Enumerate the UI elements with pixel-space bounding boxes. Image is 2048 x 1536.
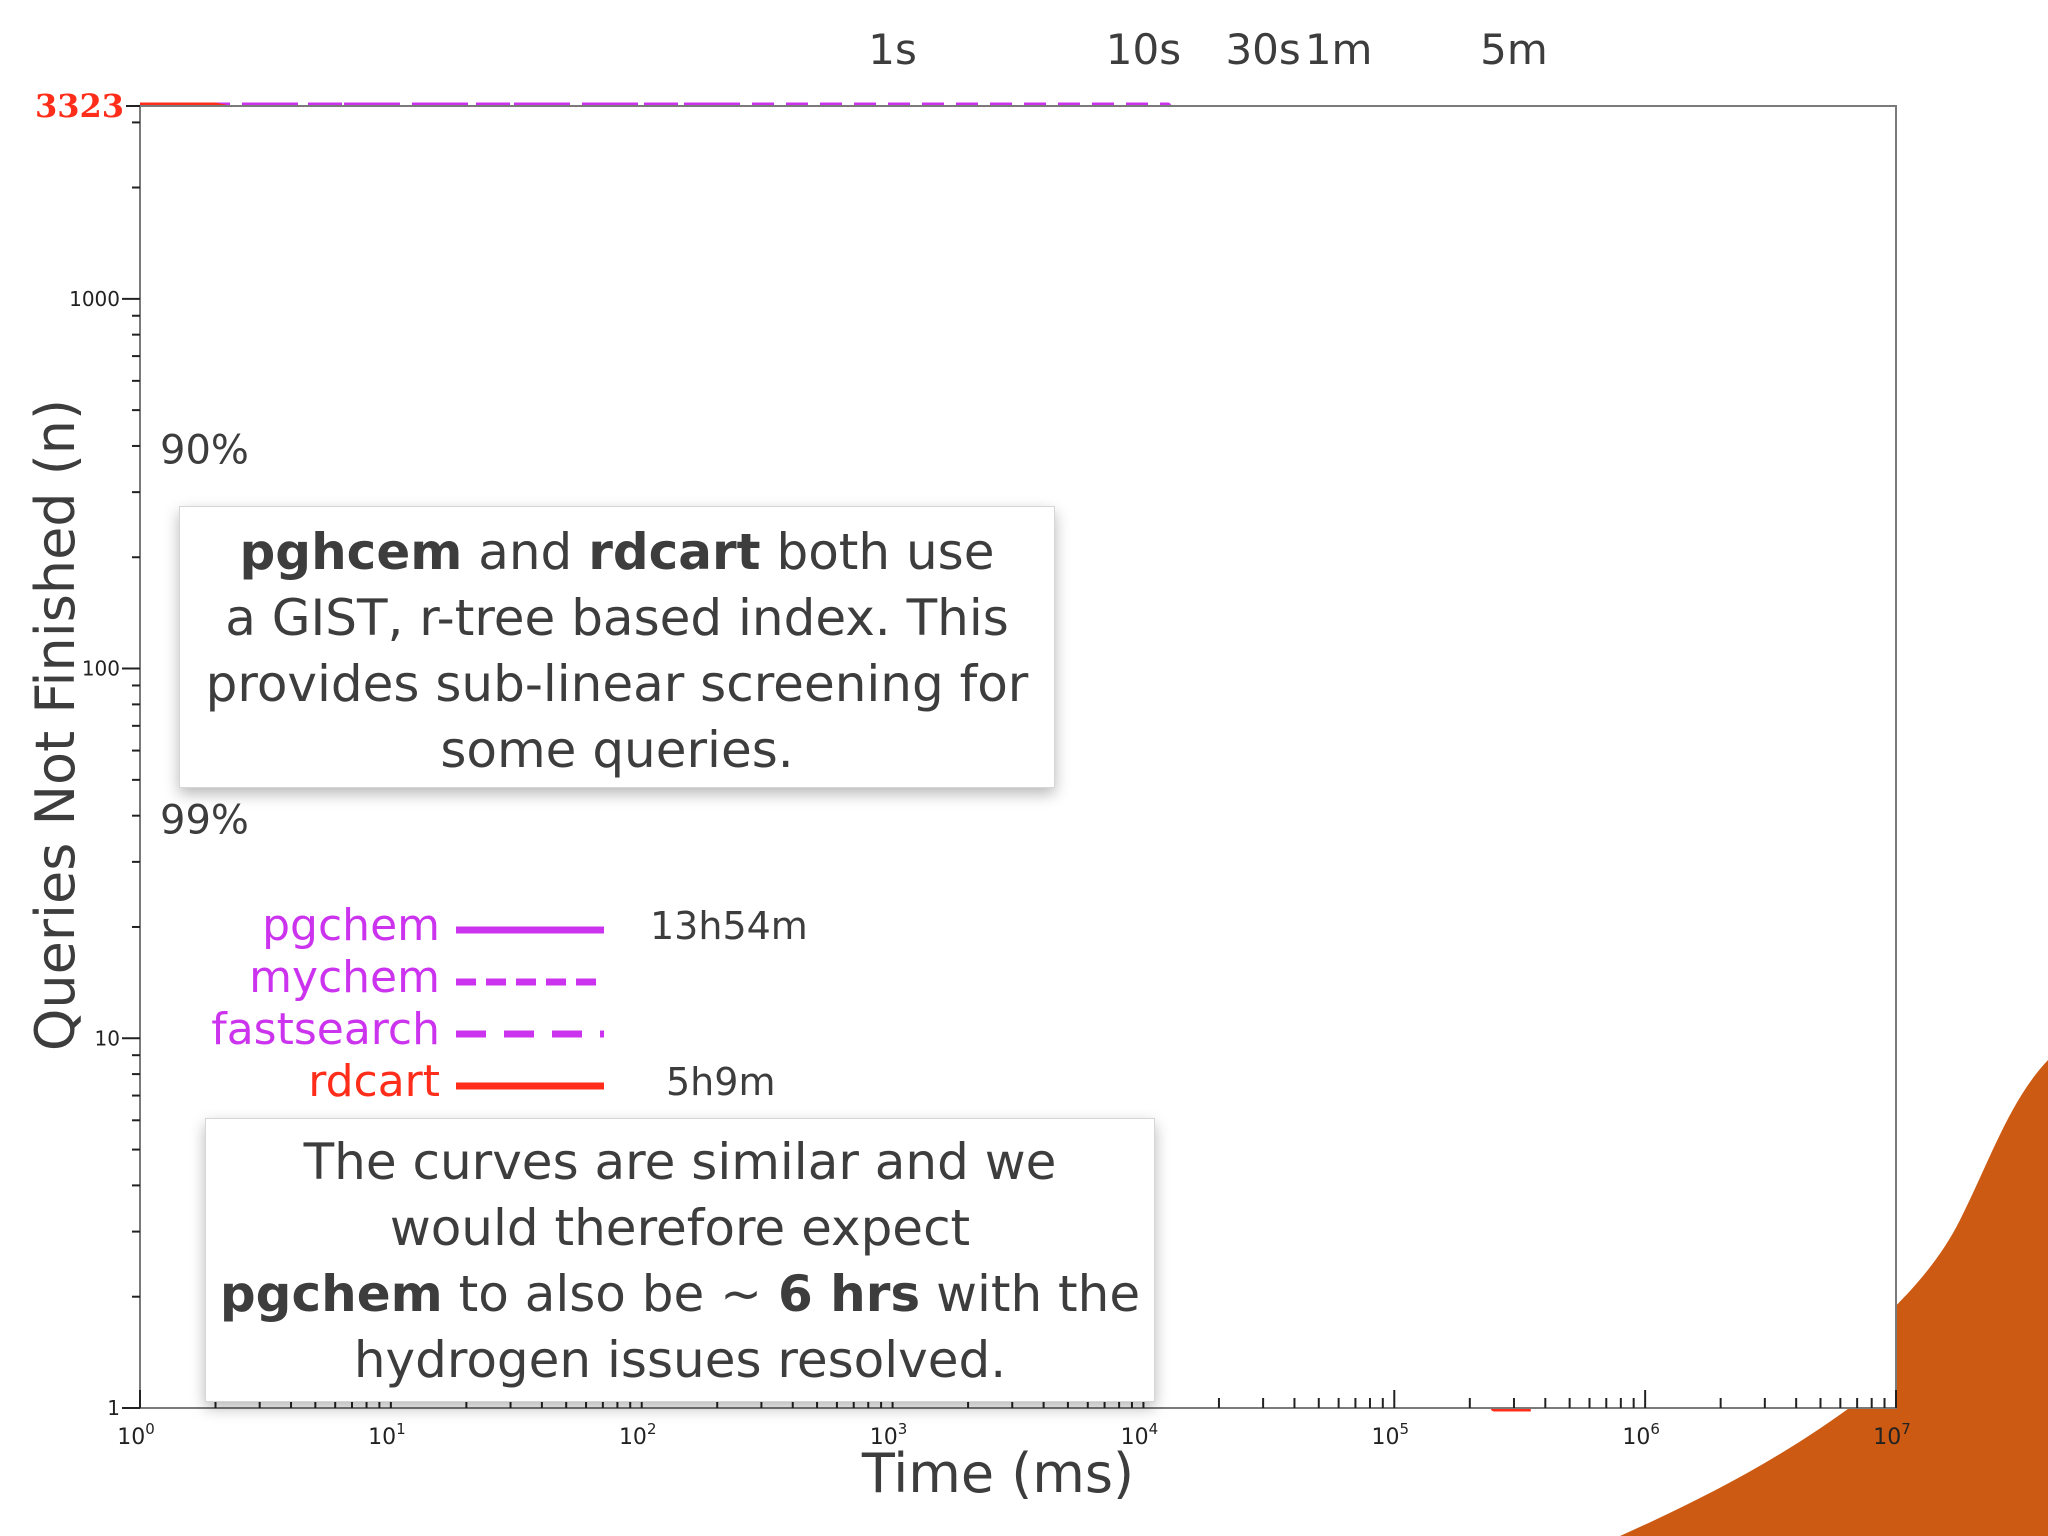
y-tick-label: 1 — [107, 1396, 120, 1420]
callout-bold-hours: 6 hrs — [777, 1265, 921, 1323]
percent-label: 99% — [160, 797, 249, 843]
callout-bold-pgchem: pgchem — [219, 1265, 443, 1323]
x-tick-label: 106 — [1622, 1420, 1660, 1450]
corner-decoration — [1860, 1060, 2048, 1536]
x-tick-label: 102 — [619, 1420, 657, 1450]
callout-line: The curves are similar and we — [303, 1133, 1057, 1191]
callout-text: to also be ~ — [442, 1265, 778, 1323]
time-marker-label: 1s — [868, 25, 917, 74]
callout-expectation-note: The curves are similar and we would ther… — [205, 1118, 1155, 1402]
callout-bold-rdcart: rdcart — [588, 523, 761, 581]
callout-line: provides sub-linear screening for — [205, 655, 1029, 713]
callout-line: a GIST, r-tree based index. This — [225, 589, 1009, 647]
y-tick-label: 100 — [82, 657, 120, 681]
legend-total-time-rdcart: 5h9m — [666, 1060, 776, 1104]
time-marker-label: 1m — [1305, 25, 1373, 74]
legend-label-fastsearch: fastsearch — [211, 1004, 440, 1055]
callout-bold-pghcem: pghcem — [239, 523, 463, 581]
callout-text: with the — [920, 1265, 1141, 1323]
legend-label-mychem: mychem — [249, 952, 440, 1003]
x-tick-label: 104 — [1121, 1420, 1159, 1450]
x-tick-label: 107 — [1873, 1420, 1911, 1450]
percent-label: 90% — [160, 428, 249, 474]
y-tick-label: 1000 — [69, 287, 120, 311]
x-tick-label: 105 — [1372, 1420, 1410, 1450]
y-max-label: 3323 — [35, 87, 124, 125]
callout-text: both use — [760, 523, 995, 581]
callout-line: some queries. — [440, 721, 794, 779]
callout-line: hydrogen issues resolved. — [353, 1331, 1007, 1389]
callout-line: would therefore expect — [389, 1199, 971, 1257]
time-marker-label: 5m — [1480, 25, 1548, 74]
x-tick-label: 103 — [870, 1420, 908, 1450]
x-axis-title: Time (ms) — [861, 1442, 1134, 1505]
legend-label-rdcart: rdcart — [308, 1056, 440, 1107]
legend-total-time-pgchem: 13h54m — [650, 904, 808, 948]
y-axis-title: Queries Not Finished (n) — [24, 399, 87, 1051]
callout-text: and — [462, 523, 589, 581]
legend-label-pgchem: pgchem — [262, 900, 440, 951]
callout-index-note: pghcem and rdcart both use a GIST, r-tre… — [179, 506, 1055, 788]
time-marker-label: 10s — [1106, 25, 1181, 74]
x-tick-label: 100 — [117, 1420, 155, 1450]
y-tick-label: 10 — [95, 1026, 120, 1050]
x-tick-label: 101 — [368, 1420, 406, 1450]
time-marker-label: 30s — [1225, 25, 1300, 74]
corner-decoration — [1620, 1380, 1896, 1536]
